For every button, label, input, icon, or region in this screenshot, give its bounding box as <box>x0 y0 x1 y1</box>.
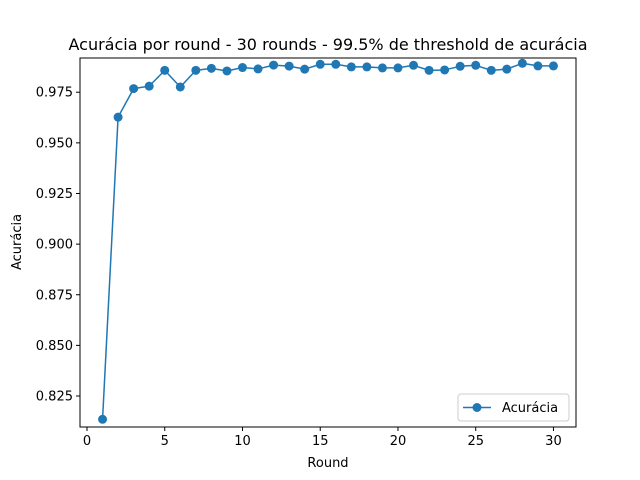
y-axis-label: Acurácia <box>10 214 25 270</box>
series-layer <box>98 58 558 424</box>
data-point <box>440 65 450 75</box>
x-axis-ticks: 0 5 10 15 20 25 30 <box>83 427 562 449</box>
y-tick-label: 0.950 <box>36 136 73 151</box>
y-tick-label: 0.900 <box>36 238 73 253</box>
data-point <box>144 81 154 91</box>
data-point <box>377 63 387 73</box>
x-tick-label: 30 <box>545 434 562 449</box>
x-tick-label: 5 <box>161 434 169 449</box>
x-tick-label: 0 <box>83 434 91 449</box>
y-tick-label: 0.850 <box>36 339 73 354</box>
data-point <box>346 62 356 72</box>
data-point <box>533 61 543 71</box>
data-point <box>237 63 247 73</box>
data-point <box>315 59 325 69</box>
data-point <box>486 65 496 75</box>
data-point <box>129 84 139 94</box>
data-point <box>253 64 263 74</box>
x-tick-label: 20 <box>390 434 407 449</box>
data-point <box>502 64 512 74</box>
chart-title: Acurácia por round - 30 rounds - 99.5% d… <box>69 35 588 54</box>
y-tick-label: 0.925 <box>36 187 73 202</box>
y-tick-label: 0.975 <box>36 86 73 101</box>
data-point <box>206 63 216 73</box>
y-tick-label: 0.875 <box>36 288 73 303</box>
data-point <box>160 65 170 75</box>
legend-label: Acurácia <box>502 401 558 416</box>
data-point <box>471 60 481 70</box>
legend: Acurácia <box>457 393 570 422</box>
data-point <box>393 63 403 73</box>
data-point <box>222 66 232 76</box>
data-point <box>175 82 185 92</box>
data-point <box>191 65 201 75</box>
data-point <box>331 59 341 69</box>
plot-area <box>79 57 577 428</box>
x-axis-label: Round <box>307 456 348 471</box>
x-tick-label: 15 <box>312 434 329 449</box>
data-point <box>300 64 310 74</box>
y-tick-label: 0.825 <box>36 390 73 405</box>
data-point <box>284 61 294 71</box>
data-point <box>409 60 419 70</box>
y-axis-ticks: 0.825 0.850 0.875 0.900 0.925 0.950 0.975 <box>36 86 80 405</box>
data-point <box>113 112 123 122</box>
x-tick-label: 10 <box>234 434 251 449</box>
data-point <box>548 61 558 71</box>
data-point <box>362 62 372 72</box>
data-point <box>517 58 527 68</box>
data-point <box>455 61 465 71</box>
legend-box <box>457 393 570 422</box>
data-point <box>269 60 279 70</box>
x-tick-label: 25 <box>467 434 484 449</box>
legend-marker <box>472 403 482 412</box>
data-point <box>424 65 434 75</box>
axes-frame <box>79 57 577 428</box>
data-point <box>98 414 108 424</box>
